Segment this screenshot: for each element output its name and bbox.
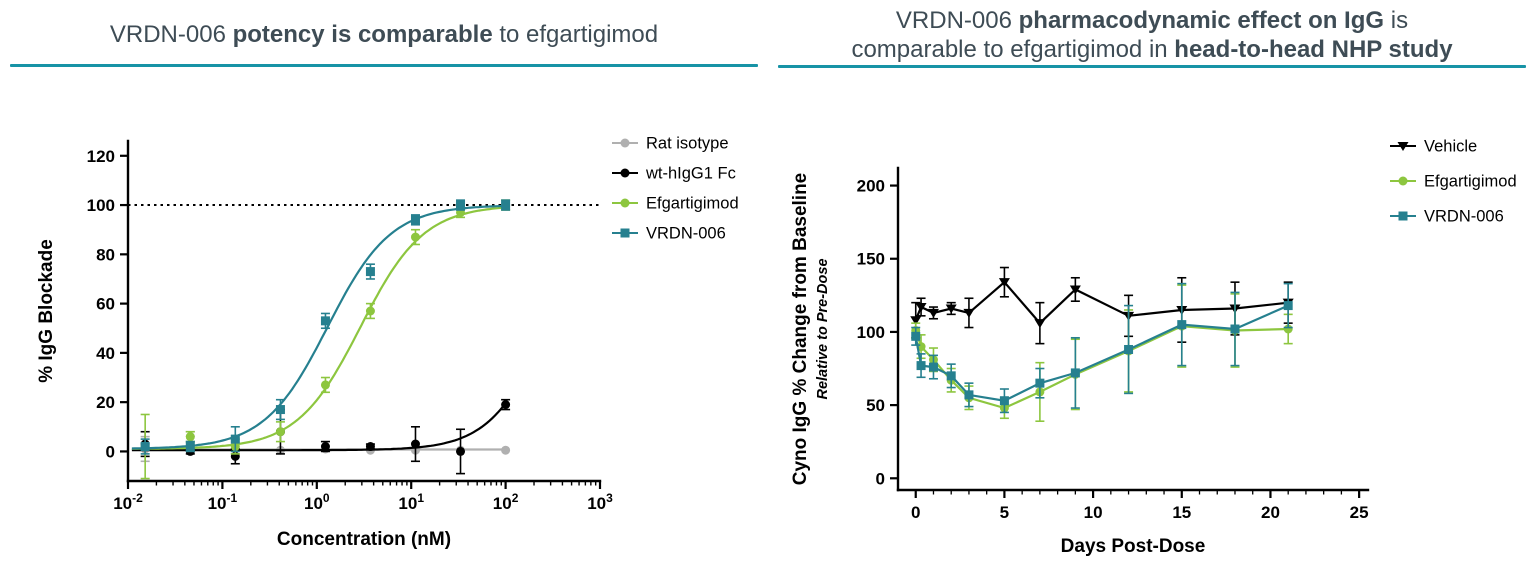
x-tick-label: 10-2 — [113, 491, 143, 513]
x-axis-label: Days Post-Dose — [1061, 536, 1206, 557]
legend-item-rat-isotype: Rat isotype — [612, 135, 729, 153]
x-axis-label: Concentration (nM) — [277, 529, 451, 550]
series-vrdn-006 — [131, 199, 511, 455]
potency-chart: 0 20 40 60 80 100 120 10-2 10-1 100 101 102 103 Rat i… — [36, 135, 739, 551]
legend-label: wt-hIgG1 Fc — [645, 165, 736, 183]
x-tick-label: 0 — [911, 503, 920, 522]
y-tick-label: 200 — [857, 176, 885, 195]
pd-nhp-chart: 0 50 100 150 200 0 5 10 15 20 25 Vehicle Efgartigimo… — [790, 137, 1517, 557]
axes: 0 50 100 150 200 0 5 10 15 20 25 — [857, 166, 1370, 522]
legend-label: Vehicle — [1424, 137, 1477, 155]
right-title-rule — [778, 64, 1526, 68]
x-tick-label: 102 — [493, 491, 519, 513]
x-tick-label: 10-1 — [208, 491, 238, 513]
x-tick-label: 10 — [1084, 503, 1103, 522]
y-tick-label: 20 — [96, 393, 115, 412]
left-title-seg1: VRDN-006 — [109, 21, 233, 49]
left-title-line: VRDN-006 potency is comparable to efgart… — [110, 20, 658, 49]
axes: 0 20 40 60 80 100 120 10-2 10-1 100 101 102 103 — [87, 139, 613, 513]
y-tick-label: 150 — [857, 249, 885, 268]
left-title-seg2: potency is comparable — [232, 21, 493, 49]
x-tick-label: 103 — [587, 491, 613, 513]
series-vehicle — [910, 266, 1294, 344]
left-title-rule — [10, 64, 758, 67]
y-axis-sublabel: Relative to Pre-Dose — [815, 258, 831, 399]
right-title-l1s2: pharmacodynamic effect on IgG — [1018, 7, 1385, 34]
x-tick-label: 15 — [1172, 503, 1191, 522]
right-title-l2s2: head-to-head NHP study — [1174, 36, 1453, 64]
right-title: VRDN-006 pharmacodynamic effect on IgG i… — [768, 0, 1536, 65]
legend-label: Rat isotype — [646, 135, 729, 153]
y-tick-label: 100 — [857, 322, 885, 341]
x-tick-label: 101 — [398, 491, 424, 513]
legend-item-efgartigimod: Efgartigimod — [1390, 172, 1517, 190]
left-title-seg3: to efgartigimod — [492, 21, 659, 49]
legend-label: Efgartigimod — [1424, 172, 1517, 190]
x-tick-label: 25 — [1350, 503, 1369, 522]
y-tick-label: 40 — [96, 344, 115, 363]
legend-item-efgartigimod: Efgartigimod — [612, 195, 739, 213]
y-axis-label: Cyno IgG % Change from Baseline — [790, 172, 811, 485]
legend-item-vrdn-006: VRDN-006 — [1390, 207, 1504, 225]
right-title-line2: comparable to efgartigimod in head-to-he… — [851, 35, 1452, 64]
right-title-l2s1: comparable to efgartigimod in — [851, 36, 1175, 64]
x-tick-label: 5 — [1000, 503, 1009, 522]
right-title-l1s1: VRDN-006 — [895, 7, 1019, 34]
legend-label: Efgartigimod — [646, 195, 739, 213]
right-title-l1s3: is — [1384, 7, 1409, 34]
y-tick-label: 120 — [87, 147, 115, 166]
left-title: VRDN-006 potency is comparable to efgart… — [0, 0, 768, 64]
x-tick-label: 100 — [304, 491, 330, 513]
legend-label: VRDN-006 — [1424, 207, 1504, 225]
legend-item-vrdn-006: VRDN-006 — [612, 225, 726, 243]
legend-item-vehicle: Vehicle — [1390, 137, 1477, 155]
y-tick-label: 80 — [96, 245, 115, 264]
y-tick-label: 0 — [106, 442, 115, 461]
left-panel: VRDN-006 potency is comparable to efgart… — [0, 0, 768, 551]
y-tick-label: 60 — [96, 295, 115, 314]
right-title-line1: VRDN-006 pharmacodynamic effect on IgG i… — [896, 6, 1408, 35]
y-tick-label: 50 — [866, 396, 885, 415]
y-axis-label: % IgG Blockade — [36, 239, 57, 383]
y-tick-label: 0 — [876, 469, 885, 488]
legend-label: VRDN-006 — [646, 225, 726, 243]
right-panel: VRDN-006 pharmacodynamic effect on IgG i… — [768, 0, 1536, 570]
x-tick-label: 20 — [1261, 503, 1280, 522]
y-tick-label: 100 — [87, 196, 115, 215]
series-vrdn-006 — [911, 282, 1293, 413]
legend-item-wt-higg1-fc: wt-hIgG1 Fc — [612, 165, 736, 183]
